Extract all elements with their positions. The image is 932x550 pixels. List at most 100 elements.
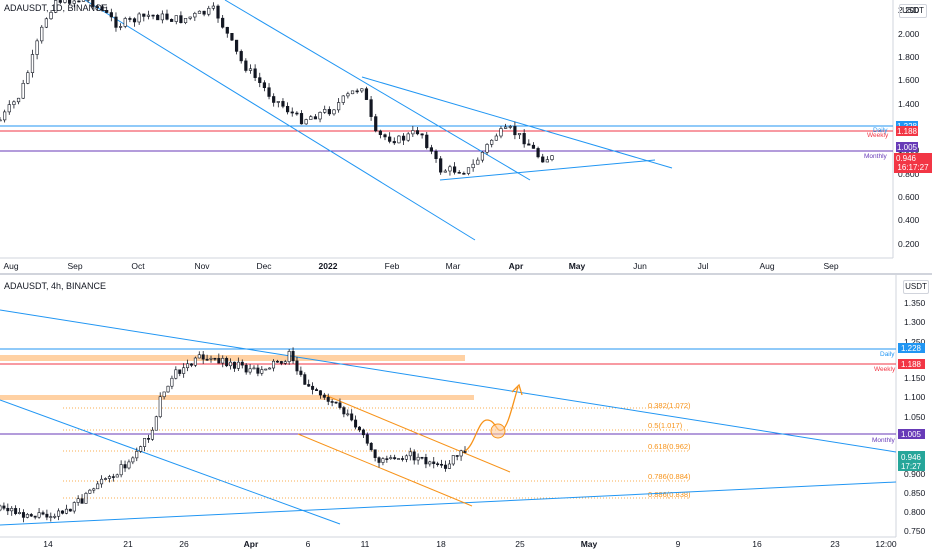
monthly-price-label: 1.005 [896,142,918,152]
current-price-label: 0.946 16:17:27 [894,153,932,173]
svg-text:0.946: 0.946 [901,453,922,462]
p2-price-tick: 1.350 [904,298,926,308]
p2-candle-body [416,456,420,461]
p2-candle-body [443,464,447,469]
p2-price-tick: 1.250 [904,337,926,347]
p1-candle-body [119,26,123,28]
p1-candle-body [471,163,475,168]
p1-candle-body [146,14,151,17]
p2-candle-body [158,396,162,418]
daily-tag: Daily [873,127,888,134]
p2-candle-body [268,367,272,370]
p1-time-tick: Aug [3,261,18,271]
p2-candle-body [84,493,88,504]
p1-candle-body [26,72,30,84]
p2-candle-body [357,426,361,431]
p1-candle-body [174,15,178,22]
daily-chart-canvas[interactable]: 2.2002.0001.8001.6001.4001.0000.8000.600… [0,0,932,273]
p2-candle-body [170,377,174,387]
descending-trendline [0,399,341,525]
p1-candle-body [183,18,188,24]
p2-candle-body [428,461,432,465]
p2-candle-body [311,385,315,390]
p2-candle-body [342,407,346,415]
target-circle [490,423,506,439]
p1-price-tick: 0.400 [898,215,920,225]
p1-candle-body [197,10,202,14]
daily-tag: Daily [880,351,895,358]
svg-text:17:27: 17:27 [901,462,922,471]
p1-candle-body [374,116,378,132]
p1-candle-body [499,128,503,137]
p1-candle-body [0,119,2,122]
channel-upper-line [324,394,511,473]
p2-candle-body [393,457,397,460]
p1-candle-body [170,18,174,22]
p1-candle-body [156,14,160,21]
p2-candle-body [397,458,401,460]
p1-candle-body [262,82,267,89]
p2-candle-body [115,474,119,478]
p1-candle-body [383,134,387,138]
p2-candle-body [326,397,330,402]
p2-candle-body [213,357,217,360]
p1-time-tick: Jul [698,261,709,271]
daily-chart-panel[interactable]: 2.2002.0001.8001.6001.4001.0000.8000.600… [0,0,932,273]
fib-0618-label: 0.618(0.962) [648,442,691,451]
svg-text:0.946: 0.946 [896,154,917,163]
p2-candle-body [361,429,365,436]
currency-button[interactable]: USDT [899,4,927,18]
4h-chart-canvas[interactable]: 1.350 1.300 1.250 1.150 1.100 1.050 0.900 0.850… [0,275,932,550]
p1-candle-body [545,159,549,163]
p1-candle-body [485,144,489,153]
p2-candle-body [205,358,209,361]
p2-candle-body [57,510,61,517]
p2-candle-body [291,351,295,362]
p2-candle-body [189,363,193,366]
p2-candle-body [100,478,104,485]
daily-candles [0,0,554,176]
p1-candle-body [369,99,373,117]
support-trendline [439,159,656,181]
p2-candle-body [146,438,150,440]
p2-candle-body [315,389,319,391]
p1-time-tick: Feb [385,261,400,271]
p2-candle-body [111,476,115,478]
p1-candle-body [295,112,299,115]
p1-candle-body [406,133,410,141]
weekly-tag: Weekly [874,366,896,373]
p1-candle-body [179,15,183,24]
p2-price-tick: 1.100 [904,392,926,402]
p2-candle-body [330,401,334,403]
long-resistance-trendline [0,309,897,453]
p2-candle-body [236,361,240,369]
p1-price-tick: 2.200 [898,5,920,15]
p2-candle-body [424,457,428,465]
p2-candle-body [412,451,416,461]
p2-candle-body [354,419,358,428]
p2-candle-body [217,357,221,364]
resistance-zone-upper [0,355,465,361]
p1-candle-body [35,40,39,55]
p1-candle-body [480,151,485,161]
p2-time-tick: 11 [361,539,370,549]
panel-divider[interactable] [0,273,932,275]
current-price-label: 0.946 17:27 [898,451,925,471]
p1-candle-body [466,167,471,174]
p1-candle-body [439,158,443,173]
p1-time-tick: Nov [194,261,210,271]
4h-chart-panel[interactable]: 1.350 1.300 1.250 1.150 1.100 1.050 0.900 0.850… [0,275,932,550]
p1-candle-body [285,105,290,113]
p2-candle-body [295,360,299,372]
p1-candle-body [443,170,447,173]
currency-button[interactable]: USDT [903,280,929,294]
p1-candle-body [105,10,109,13]
p1-candle-body [267,87,271,97]
p1-candle-body [346,93,350,97]
p1-candle-body [253,68,257,78]
p2-candle-body [299,370,303,375]
p2-candle-body [451,455,455,465]
p1-candle-body [494,135,498,141]
p2-candle-body [346,413,350,416]
p1-candle-body [142,13,146,17]
